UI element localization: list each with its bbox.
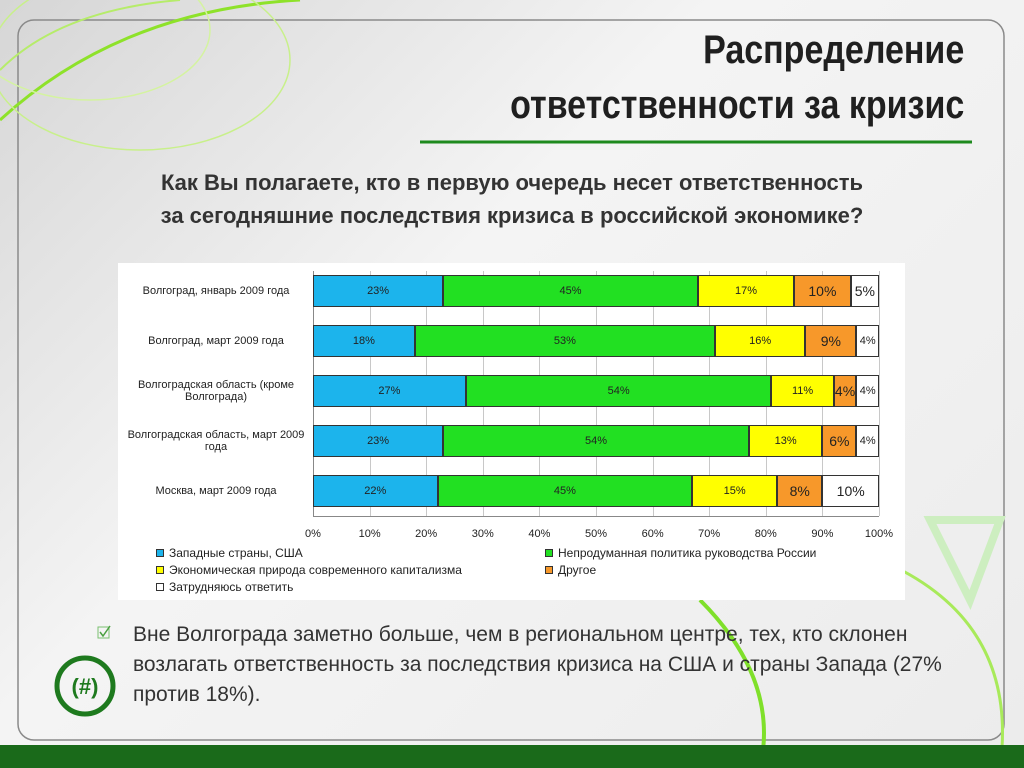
bar: 45% [437,475,693,507]
question: Как Вы полагаете, кто в первую очередь н… [160,170,864,195]
bar: 53% [414,325,715,357]
bar: 27% [313,375,466,407]
bar: 23% [313,275,444,307]
bar: 13% [748,425,823,457]
legend-swatch [545,549,553,557]
bar: 16% [714,325,806,357]
legend-swatch [545,566,553,574]
title: Распределение [702,28,964,72]
bar: 18% [313,325,415,357]
bar: 10% [822,475,879,507]
value-label: 45% [559,285,582,297]
x-tick-label: 70% [698,528,721,540]
x-tick-label: 60% [641,528,664,540]
bar: 6% [822,425,857,457]
value-label: 4% [859,335,876,347]
value-label: 18% [352,335,375,347]
value-label: 15% [723,485,746,497]
value-label: 22% [364,485,387,497]
legend-label: Экономическая природа современного капит… [169,563,462,577]
legend-swatch [156,549,164,557]
value-label: 17% [734,285,757,297]
axis-line [313,516,879,517]
bar: 11% [771,375,834,407]
x-tick-label: 40% [528,528,551,540]
value-label: 23% [367,285,390,297]
category-label: Москва, март 2009 года [155,485,277,497]
value-label: 13% [774,435,797,447]
value-label: 54% [584,435,607,447]
value-label: 53% [553,335,576,347]
legend-label: Другое [558,563,597,577]
chart: 0% 10% 20% 30% 40% 50% 60% 70% 80% 90% 100% Волгогр… [118,263,905,600]
bar: 54% [443,425,749,457]
x-tick-label: 0% [305,528,321,540]
legend-label: Непродуманная политика руководства Росси… [558,546,817,560]
value-label: 6% [829,433,850,449]
svg-text:(#): (#) [72,674,99,699]
bar: 4% [856,375,879,407]
value-label: 4% [834,383,856,399]
value-label: 5% [854,283,875,299]
x-tick-label: 90% [811,528,834,540]
bar: 23% [313,425,444,457]
legend-swatch [156,583,164,591]
bullet: Вне Волгограда заметно больше, чем в рег… [133,623,942,706]
legend-swatch [156,566,164,574]
value-label: 4% [859,385,876,397]
value-label: 45% [553,485,576,497]
value-label: 23% [367,435,390,447]
bar: 15% [692,475,778,507]
bar: 22% [313,475,438,507]
category-label: Волгоградская область (кроме Волгограда) [137,379,295,403]
bar: 4% [856,325,879,357]
title: ответственности за кризис [509,83,964,127]
value-label: 4% [859,435,876,447]
value-label: 16% [749,335,772,347]
value-label: 10% [836,483,865,499]
x-tick-label: 100% [864,528,894,540]
bar: 4% [856,425,879,457]
legend-label: Западные страны, США [169,546,303,560]
question: за сегодняшние последствия кризиса в рос… [160,203,864,228]
value-label: 10% [808,283,837,299]
grid-line [879,271,880,516]
x-tick-label: 30% [471,528,494,540]
x-tick-label: 50% [584,528,608,540]
value-label: 27% [378,385,401,397]
value-label: 54% [607,385,630,397]
bar: 8% [777,475,823,507]
legend-label: Затрудняюсь ответить [169,580,294,594]
value-label: 8% [789,483,810,499]
bar: 17% [697,275,795,307]
x-tick-label: 80% [754,528,777,540]
bar: 4% [833,375,857,407]
x-tick-label: 10% [358,528,381,540]
bar: 5% [850,275,879,307]
value-label: 11% [791,385,814,397]
bar: 45% [443,275,698,307]
bar: 9% [805,325,857,357]
bar: 10% [794,275,851,307]
x-tick-label: 20% [415,528,438,540]
category-label: Волгоградская область, март 2009 года [127,429,305,453]
value-label: 9% [820,333,841,349]
category-label: Волгоград, март 2009 года [148,335,284,347]
bar: 54% [465,375,772,407]
category-label: Волгоград, январь 2009 года [142,285,290,297]
